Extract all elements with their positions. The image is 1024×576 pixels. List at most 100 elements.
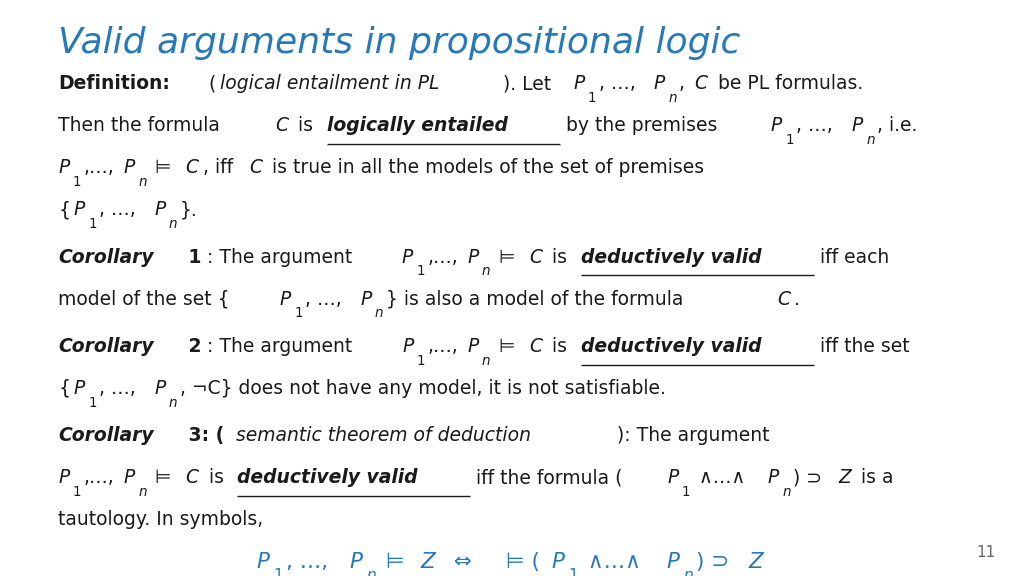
Text: P: P xyxy=(155,379,166,398)
Text: P: P xyxy=(58,468,70,487)
Text: P: P xyxy=(155,200,166,219)
Text: n: n xyxy=(481,264,490,278)
Text: 1: 1 xyxy=(88,217,97,231)
Text: P: P xyxy=(551,552,564,572)
Text: P: P xyxy=(771,116,782,135)
Text: ⊨: ⊨ xyxy=(493,337,521,356)
Text: deductively valid: deductively valid xyxy=(581,248,762,267)
Text: C: C xyxy=(694,74,708,93)
Text: Z: Z xyxy=(421,552,435,572)
Text: : The argument: : The argument xyxy=(207,248,358,267)
Text: Corollary: Corollary xyxy=(58,426,154,445)
Text: Valid arguments in propositional logic: Valid arguments in propositional logic xyxy=(58,26,740,60)
Text: P: P xyxy=(667,468,678,487)
Text: P: P xyxy=(280,290,291,309)
Text: n: n xyxy=(782,485,791,499)
Text: logically entailed: logically entailed xyxy=(327,116,508,135)
Text: ,…,: ,…, xyxy=(84,158,115,177)
Text: 1: 1 xyxy=(273,569,284,576)
Text: , …,: , …, xyxy=(286,552,335,572)
Text: (: ( xyxy=(203,74,216,93)
Text: is true in all the models of the set of premises: is true in all the models of the set of … xyxy=(266,158,705,177)
Text: P: P xyxy=(573,74,585,93)
Text: ⊨ (: ⊨ ( xyxy=(499,552,540,572)
Text: n: n xyxy=(866,133,874,147)
Text: is a: is a xyxy=(855,468,894,487)
Text: logical entailment in PL: logical entailment in PL xyxy=(220,74,439,93)
Text: 1: 1 xyxy=(73,485,81,499)
Text: C: C xyxy=(249,158,262,177)
Text: P: P xyxy=(467,248,478,267)
Text: P: P xyxy=(360,290,372,309)
Text: , i.e.: , i.e. xyxy=(878,116,918,135)
Text: is: is xyxy=(546,248,573,267)
Text: ⊨: ⊨ xyxy=(493,248,521,267)
Text: 11: 11 xyxy=(976,545,995,560)
Text: iff each: iff each xyxy=(814,248,889,267)
Text: n: n xyxy=(138,175,146,189)
Text: deductively valid: deductively valid xyxy=(581,337,762,356)
Text: ⊨: ⊨ xyxy=(150,158,177,177)
Text: 3: (: 3: ( xyxy=(181,426,224,445)
Text: ∧…∧: ∧…∧ xyxy=(581,552,647,572)
Text: C: C xyxy=(275,116,288,135)
Text: ,…,: ,…, xyxy=(84,468,115,487)
Text: C: C xyxy=(529,248,543,267)
Text: : The argument: : The argument xyxy=(207,337,358,356)
Text: ) ⊃: ) ⊃ xyxy=(794,468,828,487)
Text: ⊨: ⊨ xyxy=(379,552,412,572)
Text: P: P xyxy=(349,552,362,572)
Text: P: P xyxy=(667,552,680,572)
Text: , …,: , …, xyxy=(99,200,142,219)
Text: Then the formula: Then the formula xyxy=(58,116,226,135)
Text: ,: , xyxy=(679,74,691,93)
Text: by the premises: by the premises xyxy=(560,116,724,135)
Text: ,…,: ,…, xyxy=(428,337,459,356)
Text: ∧…∧: ∧…∧ xyxy=(692,468,751,487)
Text: ,…,: ,…, xyxy=(427,248,458,267)
Text: iff the formula (: iff the formula ( xyxy=(470,468,623,487)
Text: 1: 1 xyxy=(294,306,303,320)
Text: 1: 1 xyxy=(588,91,596,105)
Text: n: n xyxy=(669,91,677,105)
Text: semantic theorem of deduction: semantic theorem of deduction xyxy=(237,426,531,445)
Text: P: P xyxy=(74,379,85,398)
Text: be PL formulas.: be PL formulas. xyxy=(712,74,863,93)
Text: , …,: , …, xyxy=(797,116,840,135)
Text: , ¬C} does not have any model, it is not satisfiable.: , ¬C} does not have any model, it is not… xyxy=(180,379,666,398)
Text: P: P xyxy=(852,116,863,135)
Text: {: { xyxy=(58,379,71,398)
Text: 1: 1 xyxy=(682,485,690,499)
Text: n: n xyxy=(684,569,693,576)
Text: P: P xyxy=(74,200,85,219)
Text: .: . xyxy=(795,290,800,309)
Text: model of the set {: model of the set { xyxy=(58,290,230,309)
Text: is: is xyxy=(203,468,229,487)
Text: P: P xyxy=(401,248,413,267)
Text: C: C xyxy=(777,290,791,309)
Text: P: P xyxy=(124,158,135,177)
Text: } is also a model of the formula: } is also a model of the formula xyxy=(386,290,689,309)
Text: Corollary: Corollary xyxy=(58,337,154,356)
Text: P: P xyxy=(467,337,478,356)
Text: 1: 1 xyxy=(417,264,425,278)
Text: ). Let: ). Let xyxy=(503,74,557,93)
Text: 1: 1 xyxy=(785,133,794,147)
Text: 1: 1 xyxy=(88,396,97,410)
Text: n: n xyxy=(375,306,383,320)
Text: P: P xyxy=(124,468,135,487)
Text: , iff: , iff xyxy=(203,158,239,177)
Text: ⊨: ⊨ xyxy=(150,468,177,487)
Text: tautology. In symbols,: tautology. In symbols, xyxy=(58,510,263,529)
Text: P: P xyxy=(257,552,270,572)
Text: ⇔: ⇔ xyxy=(440,552,485,572)
Text: 1: 1 xyxy=(73,175,81,189)
Text: 2: 2 xyxy=(181,337,202,356)
Text: ): The argument: ): The argument xyxy=(616,426,769,445)
Text: is: is xyxy=(546,337,573,356)
Text: Z: Z xyxy=(839,468,851,487)
Text: }.: }. xyxy=(180,200,198,219)
Text: n: n xyxy=(169,396,177,410)
Text: , …,: , …, xyxy=(599,74,641,93)
Text: n: n xyxy=(367,569,376,576)
